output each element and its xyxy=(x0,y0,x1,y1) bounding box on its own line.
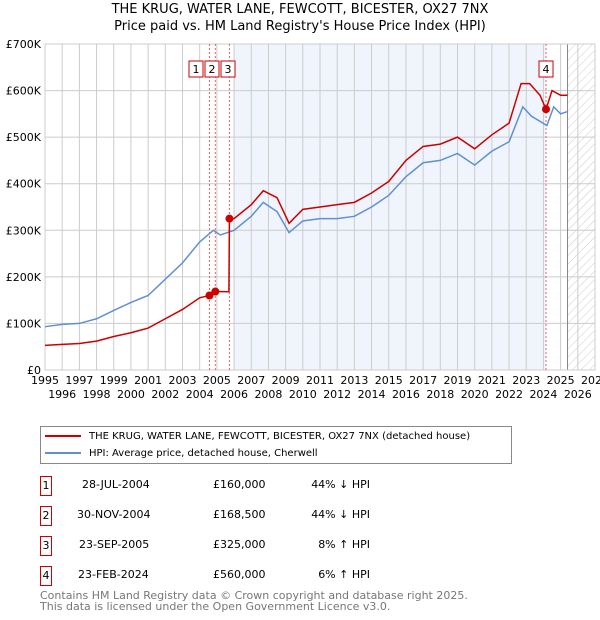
sale-label: 1 xyxy=(193,63,200,76)
x-tick-label: 2008 xyxy=(254,388,282,401)
sale-hpi-diff: 44% ↓ HPI xyxy=(311,478,370,491)
sale-label: 2 xyxy=(209,63,216,76)
x-tick-label: 1995 xyxy=(31,374,59,387)
sale-price: £160,000 xyxy=(213,478,266,491)
sale-price: £560,000 xyxy=(213,568,266,581)
sale-price: £325,000 xyxy=(213,538,266,551)
x-tick-label: 2010 xyxy=(289,388,317,401)
x-tick-label: 2020 xyxy=(461,388,489,401)
x-tick-label: 2011 xyxy=(306,374,334,387)
legend-swatch xyxy=(45,435,81,437)
sale-marker-box: 2 xyxy=(40,506,52,526)
x-tick-label: 2002 xyxy=(151,388,179,401)
y-tick-label: £600K xyxy=(6,85,42,98)
y-tick-label: £0 xyxy=(27,364,41,377)
footer: Contains HM Land Registry data © Crown c… xyxy=(40,590,468,612)
x-tick-label: 2006 xyxy=(220,388,248,401)
x-tick-label: 2003 xyxy=(169,374,197,387)
chart-subtitle: Price paid vs. HM Land Registry's House … xyxy=(114,19,486,34)
sale-label: 4 xyxy=(543,63,550,76)
x-tick-label: 2014 xyxy=(358,388,386,401)
sale-marker-box: 4 xyxy=(40,566,52,586)
sale-date: 23-SEP-2005 xyxy=(79,538,150,551)
x-tick-label: 2016 xyxy=(392,388,420,401)
sale-point xyxy=(225,214,234,223)
sale-hpi-diff: 6% ↑ HPI xyxy=(318,568,370,581)
y-tick-label: £300K xyxy=(6,224,42,237)
legend-item-hpi: HPI: Average price, detached house, Cher… xyxy=(45,445,318,461)
x-tick-label: 2024 xyxy=(529,388,557,401)
legend-label: HPI: Average price, detached house, Cher… xyxy=(89,447,318,459)
sale-label-box xyxy=(204,60,220,78)
x-tick-label: 2019 xyxy=(444,374,472,387)
footer-line: Contains HM Land Registry data © Crown c… xyxy=(40,589,468,602)
sale-point xyxy=(542,105,551,114)
y-tick-label: £100K xyxy=(6,317,42,330)
sale-date: 28-JUL-2004 xyxy=(82,478,150,491)
property-line xyxy=(44,82,568,347)
x-tick-label: 2018 xyxy=(426,388,454,401)
x-tick-label: 1997 xyxy=(65,374,93,387)
chart-title: THE KRUG, WATER LANE, FEWCOTT, BICESTER,… xyxy=(111,2,489,17)
x-tick-label: 2021 xyxy=(478,374,506,387)
legend-label: THE KRUG, WATER LANE, FEWCOTT, BICESTER,… xyxy=(89,430,471,442)
sale-point xyxy=(205,291,214,300)
x-tick-label: 2005 xyxy=(203,374,231,387)
x-tick-label: 2023 xyxy=(512,374,540,387)
legend: THE KRUG, WATER LANE, FEWCOTT, BICESTER,… xyxy=(40,426,512,464)
x-tick-label: 2017 xyxy=(409,374,437,387)
sale-label-box xyxy=(220,60,236,78)
y-tick-label: £700K xyxy=(6,38,42,51)
sale-point xyxy=(211,287,220,296)
sale-label-box xyxy=(188,60,204,78)
x-tick-label: 2013 xyxy=(340,374,368,387)
footer-line: This data is licensed under the Open Gov… xyxy=(40,600,391,613)
plot-frame xyxy=(44,43,596,371)
sale-label-box xyxy=(538,60,554,78)
x-tick-label: 1996 xyxy=(48,388,76,401)
sale-label: 3 xyxy=(225,63,232,76)
sale-marker-box: 1 xyxy=(40,476,52,496)
x-tick-label: 2007 xyxy=(237,374,265,387)
x-tick-label: 2026 xyxy=(564,388,592,401)
forecast-hatch xyxy=(567,44,595,370)
legend-item-property: THE KRUG, WATER LANE, FEWCOTT, BICESTER,… xyxy=(45,428,470,444)
y-tick-label: £200K xyxy=(6,271,42,284)
sale-hpi-diff: 44% ↓ HPI xyxy=(311,508,370,521)
x-tick-label: 1998 xyxy=(83,388,111,401)
sale-marker-box: 3 xyxy=(40,536,52,556)
x-tick-label: 1999 xyxy=(100,374,128,387)
legend-swatch xyxy=(45,452,81,454)
sale-price: £168,500 xyxy=(213,508,266,521)
price-chart: 1995199619971998199920002001200220032004… xyxy=(6,38,600,401)
y-tick-label: £400K xyxy=(6,178,42,191)
sale-date: 30-NOV-2004 xyxy=(77,508,151,521)
x-tick-label: 2000 xyxy=(117,388,145,401)
x-tick-label: 2012 xyxy=(323,388,351,401)
sale-hpi-diff: 8% ↑ HPI xyxy=(318,538,370,551)
x-tick-label: 2022 xyxy=(495,388,523,401)
x-tick-label: 2027 xyxy=(581,374,600,387)
sale-date: 23-FEB-2024 xyxy=(78,568,149,581)
x-tick-label: 2001 xyxy=(134,374,162,387)
hpi-line xyxy=(44,105,568,328)
x-tick-label: 2025 xyxy=(547,374,575,387)
y-tick-label: £500K xyxy=(6,131,42,144)
x-tick-label: 2004 xyxy=(186,388,214,401)
x-tick-label: 2015 xyxy=(375,374,403,387)
x-tick-label: 2009 xyxy=(272,374,300,387)
